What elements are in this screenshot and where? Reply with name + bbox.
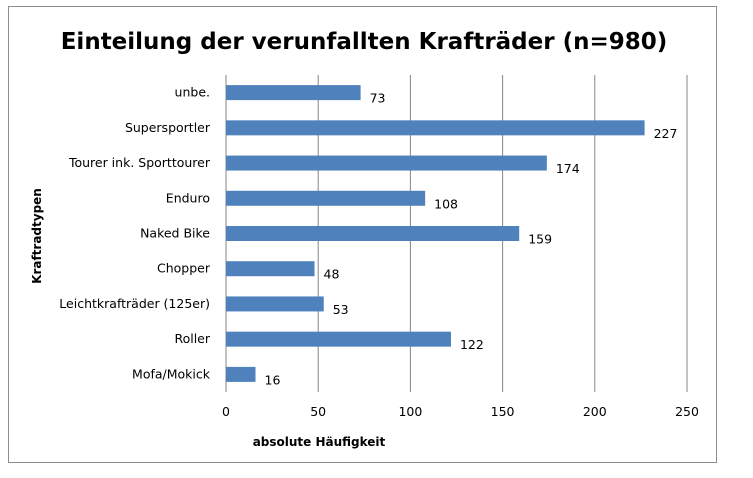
category-label: Roller <box>174 331 210 346</box>
x-tick-label: 150 <box>491 404 515 419</box>
bar <box>226 190 426 206</box>
x-axis-title: absolute Häufigkeit <box>253 435 386 449</box>
category-label: Naked Bike <box>140 226 210 241</box>
x-tick-label: 100 <box>398 404 422 419</box>
data-label: 159 <box>528 232 552 247</box>
x-tick-label: 50 <box>310 404 326 419</box>
category-label: Supersportler <box>125 120 211 135</box>
bar <box>226 85 361 101</box>
data-label: 48 <box>324 267 340 282</box>
category-label: Leichtkrafträder (125er) <box>59 296 210 311</box>
bar <box>226 261 315 277</box>
bar <box>226 226 520 241</box>
category-label: Chopper <box>157 261 211 276</box>
category-label: unbe. <box>175 85 210 100</box>
chart-svg: Einteilung der verunfallten Krafträder (… <box>30 29 699 449</box>
category-label: Tourer ink. Sporttourer <box>68 155 211 170</box>
x-tick-labels: 0 50 100 150 200 250 <box>222 404 699 419</box>
y-axis-title: Kraftradtypen <box>30 188 44 284</box>
bar <box>226 155 547 171</box>
data-label: 174 <box>556 161 580 176</box>
data-label: 16 <box>265 372 281 387</box>
chart-frame: Einteilung der verunfallten Krafträder (… <box>8 6 717 463</box>
category-label: Enduro <box>166 190 210 205</box>
category-label: Mofa/Mokick <box>132 366 211 381</box>
bar <box>226 331 451 347</box>
data-label: 108 <box>434 196 458 211</box>
x-tick-label: 0 <box>222 404 230 419</box>
bar <box>226 296 324 312</box>
x-tick-label: 200 <box>583 404 607 419</box>
data-labels: 73 227 174 108 159 48 53 122 16 <box>265 91 678 388</box>
data-label: 227 <box>654 126 678 141</box>
data-label: 53 <box>333 302 349 317</box>
category-labels: unbe. Supersportler Tourer ink. Sporttoure… <box>59 85 211 382</box>
data-label: 73 <box>370 91 386 106</box>
bars <box>226 85 645 382</box>
bar <box>226 366 256 382</box>
data-label: 122 <box>460 337 484 352</box>
chart-title: Einteilung der verunfallten Krafträder (… <box>61 29 668 55</box>
bar <box>226 120 645 136</box>
x-tick-label: 250 <box>675 404 699 419</box>
